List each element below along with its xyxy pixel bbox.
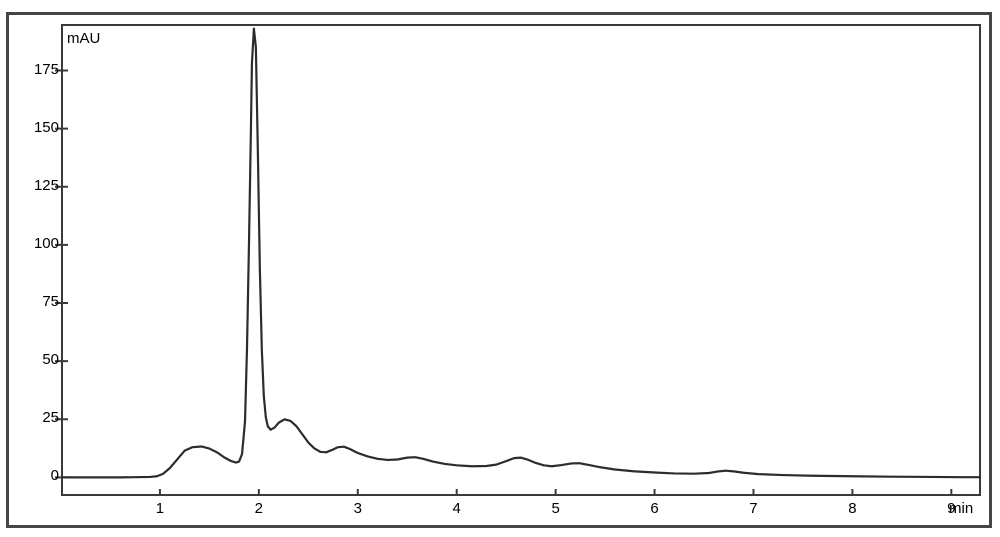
y-tick-label: 175: [34, 61, 59, 78]
y-tick-label: 0: [51, 467, 59, 484]
x-tick-label: 7: [743, 500, 763, 517]
y-tick-label: 125: [34, 177, 59, 194]
y-tick-label: 150: [34, 119, 59, 136]
y-axis-unit: mAU: [67, 30, 100, 47]
y-tick-label: 25: [42, 409, 59, 426]
y-tick-label: 75: [42, 293, 59, 310]
chromatogram-trace: [61, 29, 981, 478]
x-tick-label: 3: [348, 500, 368, 517]
x-tick-label: 4: [447, 500, 467, 517]
x-tick-label: 1: [150, 500, 170, 517]
x-tick-label: 6: [645, 500, 665, 517]
x-tick-label: 5: [546, 500, 566, 517]
x-tick-label: 9: [941, 500, 961, 517]
y-tick-label: 100: [34, 235, 59, 252]
y-tick-label: 50: [42, 351, 59, 368]
x-tick-label: 2: [249, 500, 269, 517]
chart-svg: [0, 0, 1000, 537]
x-tick-label: 8: [842, 500, 862, 517]
